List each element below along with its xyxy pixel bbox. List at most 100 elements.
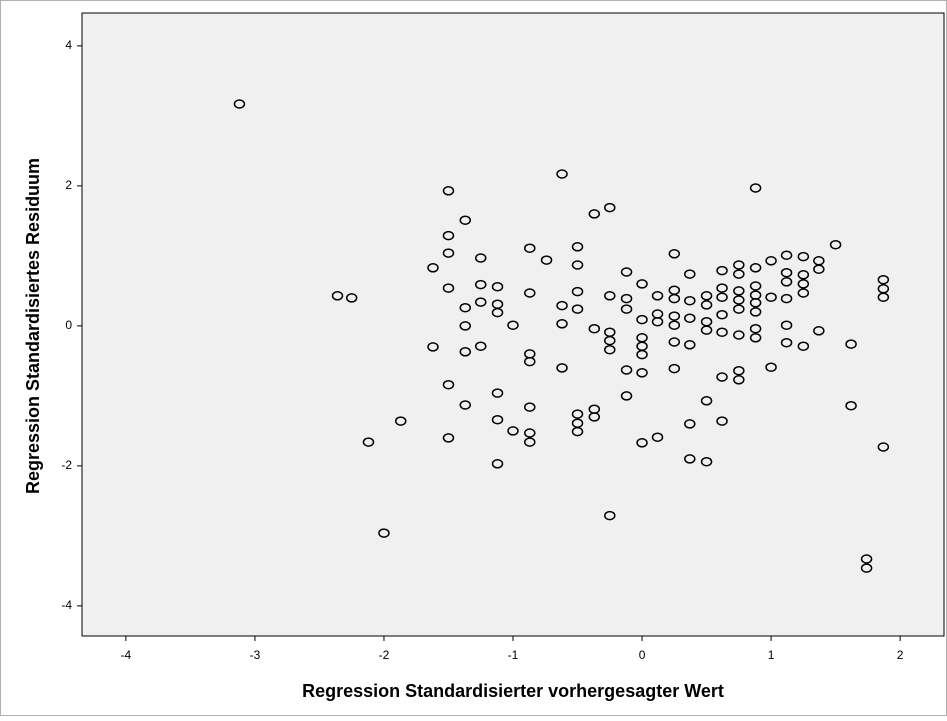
point — [684, 313, 696, 323]
plot-area — [81, 12, 945, 637]
point — [733, 375, 745, 385]
point — [474, 341, 487, 351]
point — [571, 260, 584, 270]
point — [571, 304, 584, 314]
point — [394, 416, 407, 426]
point — [636, 279, 648, 289]
point — [442, 379, 455, 390]
point — [636, 368, 648, 378]
point — [668, 293, 681, 304]
point — [749, 307, 762, 317]
point — [733, 295, 745, 305]
point — [507, 320, 519, 330]
point — [571, 409, 584, 419]
point — [780, 337, 793, 348]
point — [474, 279, 487, 290]
point — [459, 321, 472, 331]
point — [797, 279, 810, 289]
point — [442, 186, 455, 196]
point — [700, 456, 713, 467]
point — [716, 283, 728, 293]
point — [651, 432, 664, 442]
point — [491, 307, 504, 318]
point — [524, 288, 536, 298]
point — [636, 438, 648, 448]
point — [459, 215, 472, 225]
point — [556, 363, 568, 373]
point — [427, 342, 439, 352]
x-tick-label: 0 — [639, 648, 646, 662]
point — [668, 320, 681, 330]
point — [845, 339, 857, 349]
point — [797, 251, 810, 262]
point — [716, 265, 728, 276]
point — [829, 239, 842, 250]
point — [571, 426, 584, 437]
x-tick-label: 1 — [768, 648, 775, 662]
point — [491, 459, 504, 469]
point — [331, 291, 344, 301]
point — [524, 428, 536, 438]
point — [813, 264, 825, 274]
point — [733, 365, 745, 376]
point — [459, 400, 472, 410]
point — [524, 437, 536, 447]
point — [845, 400, 857, 411]
point — [668, 337, 681, 347]
point — [780, 250, 793, 260]
point — [524, 356, 536, 367]
point — [636, 314, 648, 325]
point — [459, 347, 472, 357]
point — [733, 330, 745, 340]
point — [700, 325, 713, 335]
point — [604, 510, 616, 521]
point — [749, 183, 762, 193]
point — [765, 292, 777, 302]
point — [427, 263, 439, 273]
point — [716, 292, 728, 302]
point — [684, 295, 696, 306]
point — [651, 291, 664, 301]
point — [700, 291, 713, 301]
point — [733, 269, 745, 279]
point — [716, 416, 728, 426]
point — [780, 320, 793, 330]
x-tick-label: -2 — [379, 648, 390, 662]
point — [733, 260, 745, 270]
point — [233, 99, 246, 109]
y-tick-label: 4 — [65, 38, 72, 52]
x-tick-label: -3 — [250, 648, 261, 662]
point — [604, 291, 616, 301]
point — [780, 277, 793, 287]
point — [620, 391, 633, 401]
point — [524, 243, 536, 253]
point — [749, 263, 762, 273]
point — [620, 267, 633, 277]
point — [668, 311, 681, 321]
x-tick-label: -4 — [121, 648, 132, 662]
point — [524, 402, 536, 412]
point — [442, 433, 455, 443]
point — [474, 297, 487, 307]
point — [491, 281, 504, 292]
point — [540, 255, 553, 265]
point — [684, 454, 696, 464]
point — [765, 256, 777, 266]
point — [749, 333, 762, 343]
point — [797, 341, 810, 351]
point — [556, 319, 568, 329]
point — [588, 412, 601, 422]
point — [588, 209, 601, 219]
point — [733, 286, 745, 296]
y-tick-label: -4 — [61, 598, 72, 612]
point — [442, 248, 455, 258]
y-tick-label: 2 — [65, 178, 72, 192]
point — [749, 281, 762, 291]
x-tick-label: -1 — [508, 648, 519, 662]
point — [780, 267, 793, 278]
point — [877, 292, 890, 302]
point — [860, 554, 873, 564]
point — [620, 293, 633, 304]
point — [684, 269, 696, 279]
x-axis-title: Regression Standardisierter vorhergesagt… — [302, 681, 724, 701]
